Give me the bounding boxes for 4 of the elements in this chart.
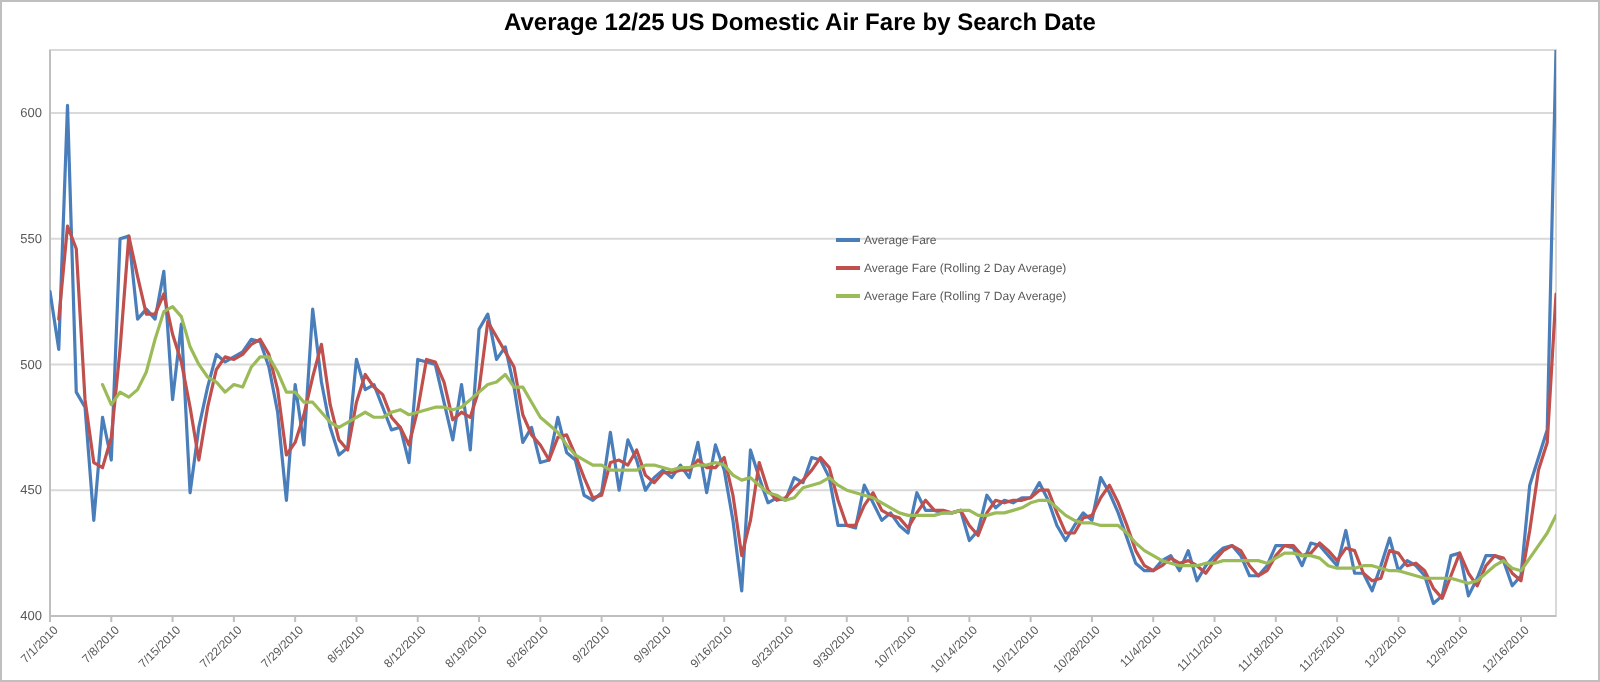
line-series — [50, 50, 1556, 606]
line-series — [100, 304, 1556, 585]
line-series — [57, 224, 1556, 600]
chart-title: Average 12/25 US Domestic Air Fare by Search Date — [504, 8, 1097, 36]
